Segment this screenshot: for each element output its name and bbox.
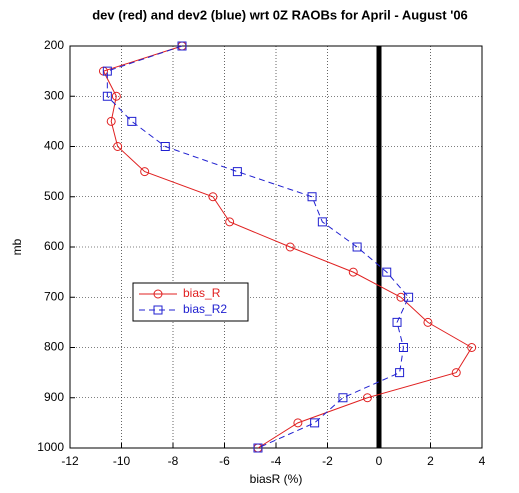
x-tick-label: -10: [113, 454, 131, 468]
legend-label: bias_R: [183, 286, 221, 300]
data-point: [338, 393, 348, 403]
legend-label: bias_R2: [183, 302, 227, 316]
data-point: [160, 142, 170, 151]
data-point: [232, 167, 242, 177]
legend-marker: [153, 305, 163, 315]
y-tick-label: 900: [44, 390, 64, 404]
y-tick-label: 400: [44, 139, 64, 153]
legend-marker: [153, 289, 163, 299]
data-point: [362, 393, 372, 403]
y-tick-label: 300: [44, 88, 64, 102]
data-point: [395, 368, 405, 378]
y-tick-label: 1000: [37, 440, 64, 454]
series-line: [102, 45, 473, 449]
data-point: [392, 317, 402, 327]
data-point: [467, 343, 477, 352]
data-point: [113, 142, 123, 151]
chart-title: dev (red) and dev2 (blue) wrt 0Z RAOBs f…: [92, 7, 468, 22]
y-tick-label: 500: [44, 189, 64, 203]
x-tick-label: -4: [271, 454, 282, 468]
data-point: [102, 91, 112, 101]
data-point: [140, 167, 150, 177]
x-tick-label: -2: [322, 454, 333, 468]
data-point: [285, 242, 295, 252]
data-point: [382, 267, 392, 277]
data-point: [348, 267, 358, 277]
y-tick-label: 800: [44, 340, 64, 354]
data-point: [208, 192, 218, 202]
data-point: [404, 292, 414, 302]
data-point: [451, 368, 461, 378]
data-point: [307, 192, 317, 202]
y-tick-label: 700: [44, 289, 64, 303]
y-tick-label: 200: [44, 38, 64, 52]
data-point: [102, 66, 112, 76]
data-point: [111, 91, 121, 101]
x-axis-label: biasR (%): [250, 472, 303, 486]
y-axis-label: mb: [10, 238, 24, 255]
x-tick-label: 0: [376, 454, 383, 468]
data-point: [310, 418, 320, 428]
y-tick-label: 600: [44, 239, 64, 253]
plot-frame: [69, 45, 483, 449]
legend: bias_R bias_R2: [132, 282, 249, 322]
x-tick-label: 2: [427, 454, 434, 468]
data-point: [127, 116, 137, 126]
data-point: [352, 242, 362, 252]
data-point: [293, 418, 303, 428]
data-point: [225, 217, 235, 227]
data-point: [423, 317, 433, 327]
x-tick-label: 4: [479, 454, 486, 468]
data-point: [398, 343, 408, 352]
data-point: [317, 217, 327, 227]
series-line: [106, 45, 410, 449]
data-point: [253, 443, 263, 453]
x-tick-label: -12: [61, 454, 79, 468]
legend-box: [132, 282, 249, 322]
x-tick-label: -6: [219, 454, 230, 468]
data-point: [177, 41, 187, 51]
data-point: [106, 116, 116, 126]
x-tick-label: -8: [168, 454, 179, 468]
